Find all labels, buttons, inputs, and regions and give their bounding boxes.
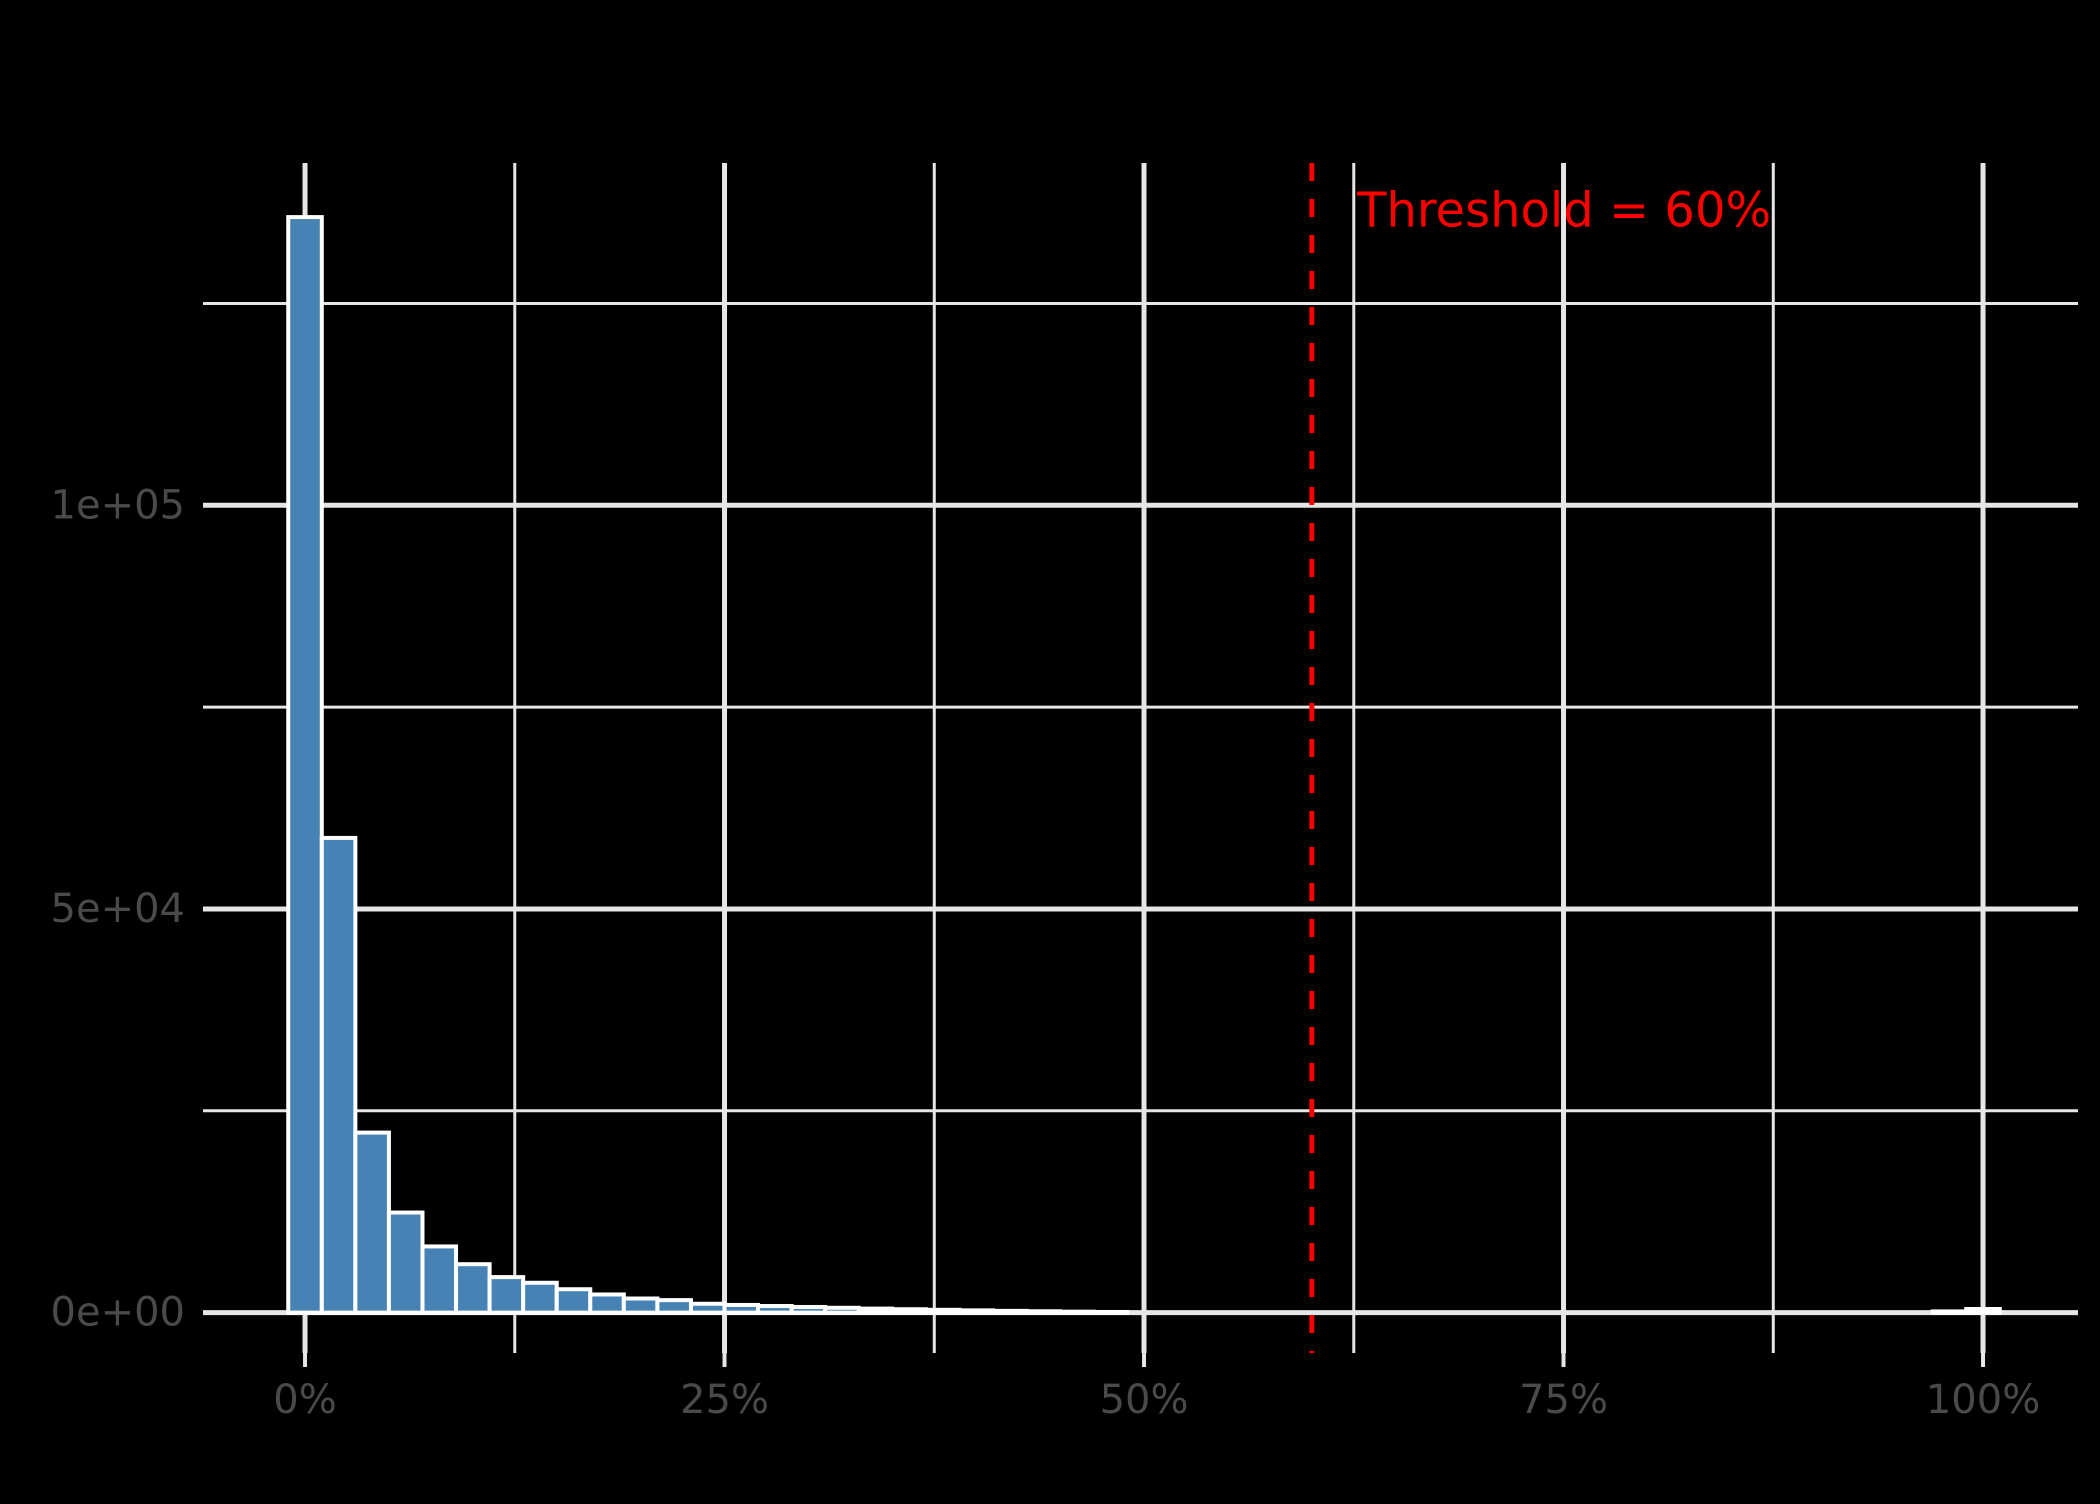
- histogram-bar: [957, 1308, 996, 1315]
- x-axis-tick-label: 25%: [680, 1377, 769, 1423]
- histogram-bar: [521, 1280, 559, 1315]
- threshold-label: Threshold = 60%: [1356, 183, 1771, 239]
- y-axis-tick-label: 5e+04: [51, 886, 185, 932]
- histogram-bar: [1964, 1307, 2002, 1315]
- histogram-bar: [655, 1298, 693, 1315]
- histogram-bar: [353, 1130, 391, 1315]
- gridlines-major: [203, 163, 2078, 1353]
- histogram-bar: [1091, 1309, 1130, 1315]
- histogram-bar: [487, 1275, 526, 1315]
- histogram-bar: [991, 1308, 1029, 1315]
- x-axis-tick-label: 0%: [273, 1377, 336, 1423]
- histogram-bar: [554, 1287, 593, 1315]
- histogram-bar: [923, 1307, 962, 1315]
- histogram-bar: [286, 215, 324, 1315]
- histogram-bar: [789, 1304, 828, 1315]
- histogram-bar: [823, 1305, 861, 1315]
- histogram-bar: [856, 1306, 895, 1315]
- histogram-bars: [286, 215, 2002, 1315]
- histogram-bar: [621, 1296, 660, 1315]
- x-axis-ticks: [303, 1353, 1986, 1367]
- histogram-bar: [688, 1301, 727, 1315]
- y-axis-tick-label: 0e+00: [51, 1290, 185, 1336]
- x-axis-tick-label: 50%: [1100, 1377, 1189, 1423]
- gridlines-minor: [203, 163, 2078, 1353]
- x-axis-labels: 0% 25% 50% 75% 100%: [273, 1377, 2040, 1423]
- histogram-bar: [1058, 1309, 1096, 1315]
- histogram-bar: [722, 1302, 761, 1315]
- histogram-bar: [588, 1292, 626, 1315]
- x-axis-tick-label: 75%: [1519, 1377, 1608, 1423]
- histogram-bar: [756, 1304, 794, 1315]
- x-axis-tick-label: 100%: [1926, 1377, 2040, 1423]
- histogram-bar: [386, 1210, 425, 1315]
- histogram-bar: [1930, 1309, 1969, 1315]
- histogram-bar: [420, 1244, 459, 1315]
- histogram-bar: [1024, 1309, 1063, 1315]
- y-axis-labels: 0e+00 5e+04 1e+05: [51, 482, 185, 1335]
- histogram-bar: [890, 1307, 928, 1315]
- histogram-bar: [319, 835, 358, 1315]
- histogram-bar: [454, 1262, 492, 1315]
- y-axis-tick-label: 1e+05: [51, 482, 185, 528]
